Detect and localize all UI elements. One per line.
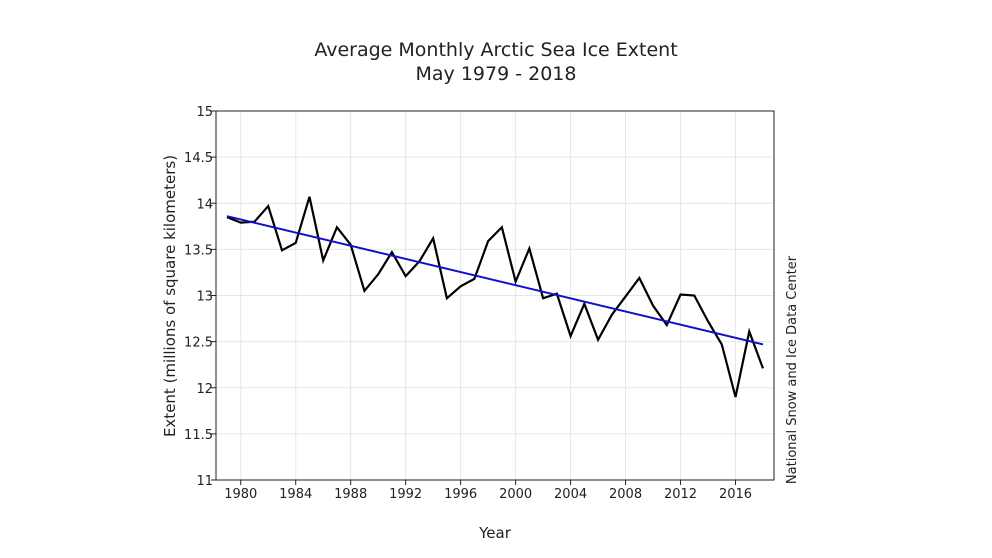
x-tick-label: 2016 xyxy=(719,487,752,502)
x-tick-label: 1996 xyxy=(444,487,477,502)
y-tick-label: 11.5 xyxy=(184,428,213,443)
x-tick-label: 2004 xyxy=(554,487,587,502)
x-tick-label: 1992 xyxy=(389,487,422,502)
chart-title: Average Monthly Arctic Sea Ice Extent xyxy=(314,39,677,61)
x-tick-label: 2000 xyxy=(499,487,532,502)
y-tick-label: 12.5 xyxy=(184,336,213,351)
x-tick-label: 2008 xyxy=(609,487,642,502)
extent-series-line xyxy=(226,196,765,398)
series xyxy=(226,196,765,398)
x-tick-label: 1984 xyxy=(279,487,312,502)
y-tick-label: 13.5 xyxy=(184,243,213,258)
y-tick-label: 15 xyxy=(196,105,213,120)
x-tick-label: 1980 xyxy=(224,487,257,502)
x-tick-label: 2012 xyxy=(664,487,697,502)
x-axis-ticks: 1980 1984 1988 1992 1996 2000 2004 2008 2012 2016 xyxy=(224,480,752,502)
y-tick-label: 14.5 xyxy=(184,151,213,166)
y-axis-label: Extent (millions of square kilometers) xyxy=(161,155,179,437)
credit-label: National Snow and Ice Data Center xyxy=(785,255,800,484)
y-tick-label: 12 xyxy=(196,382,213,397)
x-tick-label: 1988 xyxy=(334,487,367,502)
y-axis-ticks: 11 11.5 12 12.5 13 13.5 14 14.5 15 xyxy=(184,105,216,489)
y-tick-label: 14 xyxy=(196,197,213,212)
y-tick-label: 11 xyxy=(196,474,213,489)
y-tick-label: 13 xyxy=(196,290,213,305)
chart-subtitle: May 1979 - 2018 xyxy=(416,63,577,85)
x-axis-label: Year xyxy=(478,524,512,542)
trend-line xyxy=(226,215,764,346)
